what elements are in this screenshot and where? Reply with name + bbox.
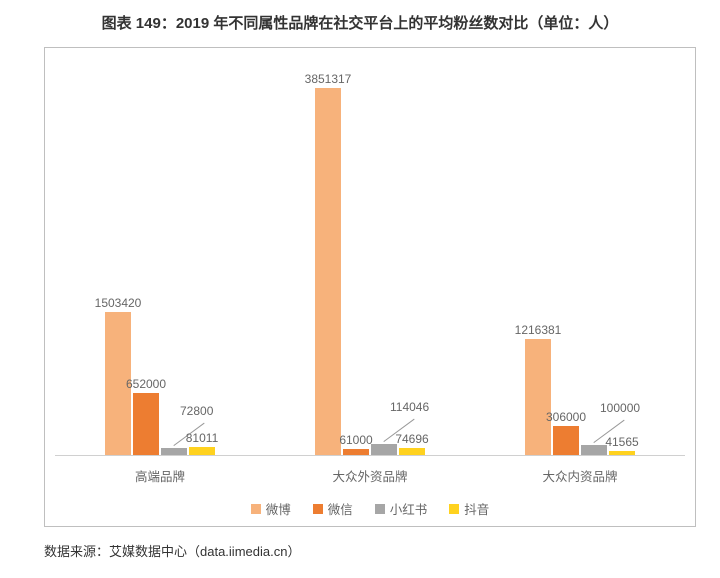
- legend-label: 抖音: [464, 499, 489, 518]
- bar: 306000: [553, 426, 579, 455]
- chart-title: 图表 149：2019 年不同属性品牌在社交平台上的平均粉丝数对比（单位：人）: [24, 12, 696, 33]
- legend-item: 微信: [313, 499, 353, 518]
- legend-swatch: [375, 504, 385, 514]
- bar: 652000: [133, 393, 159, 455]
- legend-label: 小红书: [390, 499, 428, 518]
- bar-value-label: 306000: [546, 410, 586, 424]
- chart-frame: 1503420652000728008101138513176100011404…: [44, 47, 696, 527]
- bar-value-label: 81011: [186, 431, 218, 445]
- bar: 100000: [581, 445, 607, 455]
- legend: 微博 微信 小红书 抖音: [55, 493, 685, 520]
- chart-container: 图表 149：2019 年不同属性品牌在社交平台上的平均粉丝数对比（单位：人） …: [0, 0, 720, 578]
- legend-swatch: [251, 504, 261, 514]
- legend-label: 微博: [266, 499, 291, 518]
- bar: 61000: [343, 449, 369, 455]
- bar-value-label: 1503420: [95, 296, 142, 310]
- legend-label: 微信: [328, 499, 353, 518]
- x-axis-label: 高端品牌: [55, 456, 265, 493]
- x-axis-label: 大众内资品牌: [475, 456, 685, 493]
- legend-swatch: [313, 504, 323, 514]
- bar: 114046: [371, 444, 397, 455]
- legend-swatch: [449, 504, 459, 514]
- bar-group: 38513176100011404674696: [265, 56, 475, 455]
- legend-item: 抖音: [449, 499, 489, 518]
- bar-value-label: 72800: [180, 404, 213, 418]
- bar-value-label: 41565: [605, 435, 638, 449]
- bar: 72800: [161, 448, 187, 455]
- x-axis-label: 大众外资品牌: [265, 456, 475, 493]
- bar-value-label: 1216381: [515, 323, 562, 337]
- bar: 1216381: [525, 339, 551, 455]
- data-source: 数据来源：艾媒数据中心（data.iimedia.cn）: [44, 541, 696, 560]
- bar-value-label: 652000: [126, 377, 166, 391]
- bar-value-label: 61000: [339, 433, 372, 447]
- bar-group: 15034206520007280081011: [55, 56, 265, 455]
- bar-value-label: 74696: [395, 432, 428, 446]
- bar: 41565: [609, 451, 635, 455]
- bar: 3851317: [315, 88, 341, 455]
- legend-item: 小红书: [375, 499, 428, 518]
- bar: 74696: [399, 448, 425, 455]
- legend-item: 微博: [251, 499, 291, 518]
- bar-value-label: 3851317: [305, 72, 352, 86]
- bar-value-label: 114046: [390, 400, 429, 414]
- bar-group: 121638130600010000041565: [475, 56, 685, 455]
- plot-area: 1503420652000728008101138513176100011404…: [55, 56, 685, 456]
- x-axis: 高端品牌大众外资品牌大众内资品牌: [55, 456, 685, 493]
- bar: 81011: [189, 447, 215, 455]
- bar-value-label: 100000: [600, 401, 640, 415]
